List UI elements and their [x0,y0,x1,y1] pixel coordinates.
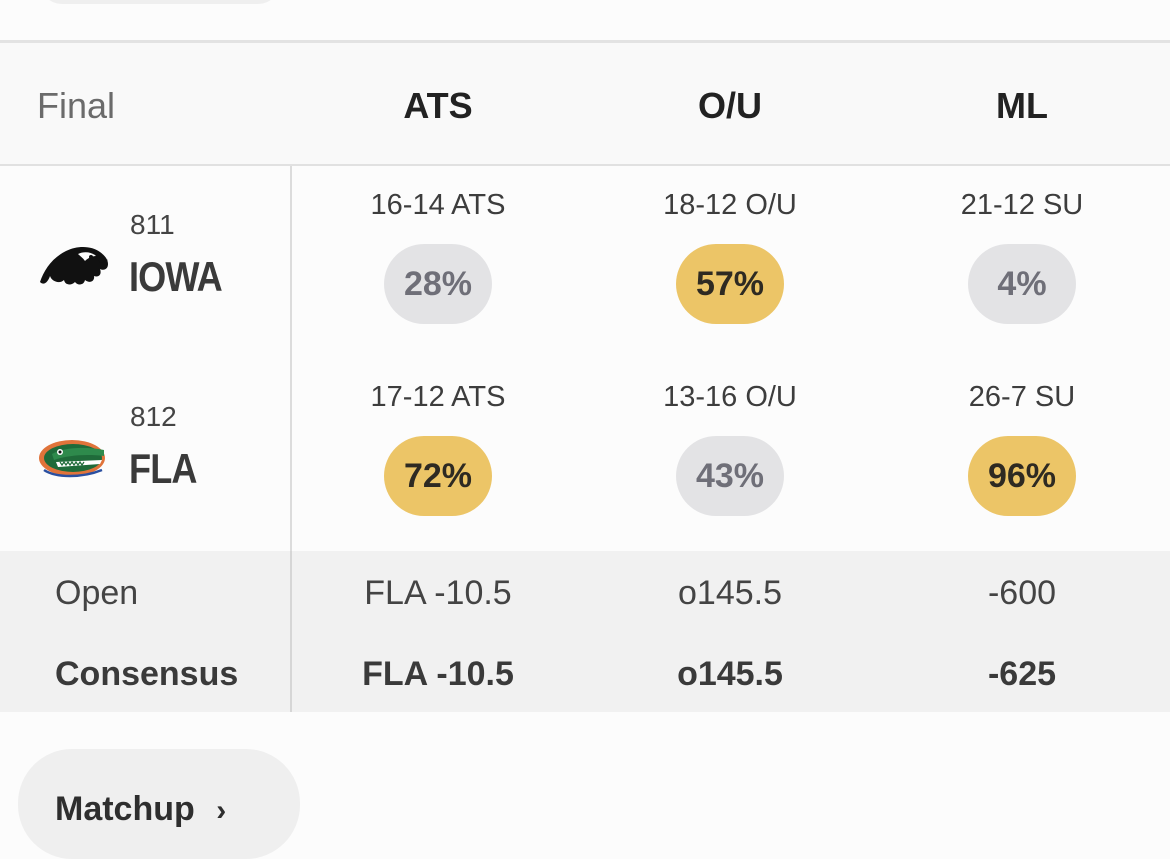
matchup-button-text: Matchup › [55,789,226,831]
open-odds-label: Open [55,574,139,612]
consensus-ou-line: o145.5 [677,655,783,693]
column-divider [290,551,292,712]
column-header-ml: ML [996,85,1048,126]
iowa-ou-cell: 18-12 O/U 57% [610,188,850,324]
open-ml-line: -600 [987,574,1057,612]
divider [0,164,1170,166]
fla-ml-cell: 26-7 SU 96% [902,380,1142,516]
table-header [0,43,1170,164]
consensus-ml-line: -625 [987,655,1057,693]
odds-section [0,551,1170,712]
column-header-ats: ATS [403,85,473,126]
ats-record: 17-12 ATS [370,381,506,413]
matchup-button[interactable]: Matchup › [18,749,300,859]
open-ats-line: FLA -10.5 [364,574,512,612]
ou-percentage-badge: 57% [676,244,784,324]
florida-gator-logo-icon [39,440,105,478]
column-divider [290,166,292,712]
iowa-hawkeye-logo-icon [40,246,108,285]
fla-ats-cell: 17-12 ATS 72% [318,380,558,516]
team-abbreviation: FLA [129,445,198,492]
ml-record: 21-12 SU [960,189,1084,221]
ml-record: 26-7 SU [968,381,1076,413]
consensus-ats-line: FLA -10.5 [362,655,514,693]
team-rotation-number: 811 [130,209,175,240]
divider [0,40,1170,43]
chevron-right-icon: › [216,794,227,827]
team-abbreviation: IOWA [129,253,223,300]
fla-ou-cell: 13-16 O/U 43% [610,380,850,516]
iowa-ml-cell: 21-12 SU 4% [902,188,1142,324]
ats-record: 16-14 ATS [370,189,506,221]
ml-percentage-badge: 96% [968,436,1076,516]
top-pill-button[interactable] [40,0,280,4]
game-status: Final [37,85,116,126]
consensus-odds-label: Consensus [55,655,239,693]
ou-percentage-badge: 43% [676,436,784,516]
ats-percentage-badge: 72% [384,436,492,516]
team-rotation-number: 812 [130,401,177,432]
ml-percentage-badge: 4% [968,244,1076,324]
ou-record: 18-12 O/U [663,189,797,221]
ats-percentage-badge: 28% [384,244,492,324]
open-ou-line: o145.5 [678,574,782,612]
column-header-ou: O/U [697,85,762,126]
matchup-button-label: Matchup [55,790,195,828]
ou-record: 13-16 O/U [663,381,797,413]
iowa-ats-cell: 16-14 ATS 28% [318,188,558,324]
